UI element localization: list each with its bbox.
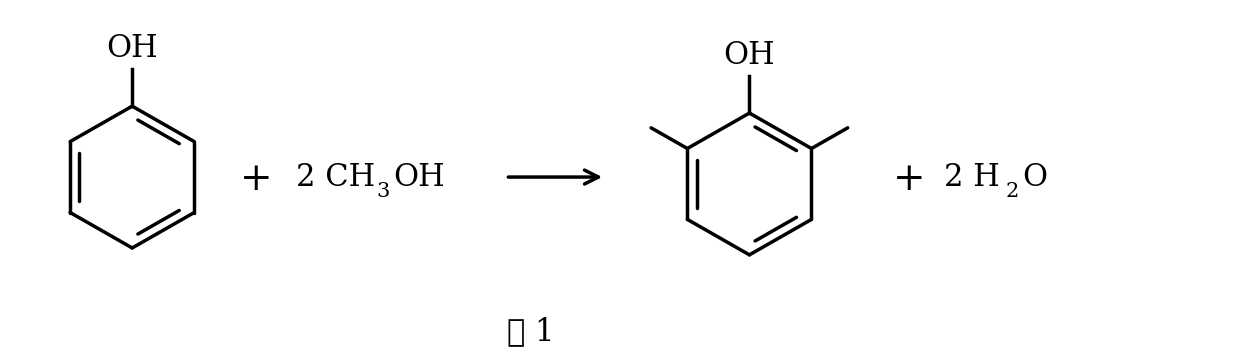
Text: O: O <box>1022 161 1048 193</box>
Text: +: + <box>893 160 925 198</box>
Text: 2 H: 2 H <box>944 161 999 193</box>
Text: 2: 2 <box>1006 182 1018 201</box>
Text: 式 1: 式 1 <box>507 316 554 347</box>
Text: OH: OH <box>393 161 445 193</box>
Text: OH: OH <box>724 40 775 71</box>
Text: OH: OH <box>107 33 157 64</box>
Text: 2 CH: 2 CH <box>296 161 376 193</box>
Text: +: + <box>241 160 273 198</box>
Text: 3: 3 <box>376 182 389 201</box>
